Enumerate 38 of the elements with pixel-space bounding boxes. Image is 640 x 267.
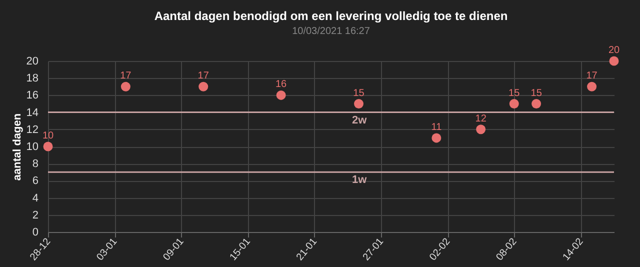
y-tick-label: 4 bbox=[32, 192, 38, 204]
point bbox=[509, 99, 519, 108]
point bbox=[609, 56, 619, 66]
data-label: 15 bbox=[353, 88, 365, 99]
data-label: 17 bbox=[198, 70, 210, 82]
point bbox=[532, 99, 542, 108]
data-label: 17 bbox=[120, 70, 132, 82]
text: 10/03/2021 16:27 bbox=[292, 26, 370, 37]
data-label: 16 bbox=[275, 79, 288, 90]
point bbox=[43, 142, 53, 152]
ref-line-label: 2w bbox=[352, 114, 368, 126]
point bbox=[476, 124, 486, 134]
y-tick-label: 20 bbox=[26, 56, 38, 68]
point bbox=[120, 82, 130, 92]
y-tick-label: 14 bbox=[26, 106, 38, 119]
y-tick-label: 12 bbox=[26, 124, 38, 136]
point bbox=[198, 82, 208, 92]
point bbox=[432, 133, 442, 143]
data-label: 15 bbox=[530, 88, 542, 99]
data-label: 11 bbox=[431, 122, 442, 133]
data-label: 15 bbox=[508, 88, 520, 99]
point bbox=[354, 99, 364, 108]
y-tick-label: 16 bbox=[26, 90, 38, 102]
data-label: 17 bbox=[586, 70, 598, 82]
y-tick-label: 10 bbox=[26, 141, 38, 153]
ref-line-label: 1w bbox=[352, 174, 368, 186]
data-label: 12 bbox=[475, 113, 487, 124]
point bbox=[276, 90, 286, 100]
y-tick-label: 8 bbox=[32, 158, 38, 170]
y-tick-label: 0 bbox=[32, 226, 38, 238]
chart-title: Aantal dagen benodigd om een levering volledig toe te dienen bbox=[154, 9, 508, 23]
y-tick-label: 2 bbox=[32, 209, 38, 222]
y-tick-label: 6 bbox=[32, 175, 38, 188]
y-axis-title: aantal dagen bbox=[11, 113, 24, 181]
data-label: 10 bbox=[42, 130, 54, 142]
point bbox=[587, 82, 597, 92]
data-label: 20 bbox=[608, 45, 620, 56]
y-tick-label: 18 bbox=[26, 72, 38, 85]
